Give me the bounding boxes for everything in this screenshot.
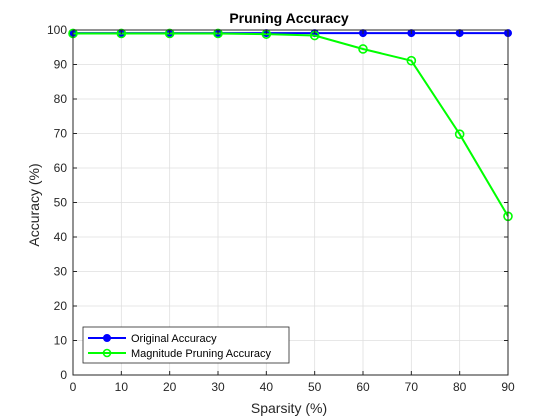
x-tick-label: 30 [211, 380, 225, 394]
plot-area: 0 10 20 30 40 50 60 70 80 90 0 10 20 30 40 50 60 70 80 90 10… [47, 23, 515, 394]
y-tick-label: 30 [54, 265, 68, 279]
legend: Original Accuracy Magnitude Pruning Accu… [82, 326, 290, 364]
legend-label-original-accuracy: Original Accuracy [131, 333, 217, 345]
y-axis-label: Accuracy (%) [26, 163, 42, 246]
x-tick-label: 40 [260, 380, 274, 394]
y-tick-label: 60 [54, 161, 68, 175]
y-tick-label: 10 [54, 334, 68, 348]
ticks: 0 10 20 30 40 50 60 70 80 90 0 10 20 30 40 50 60 70 80 90 10… [47, 23, 515, 394]
y-tick-label: 80 [54, 92, 68, 106]
data-point-magnitude-pruning-accuracy [406, 55, 417, 66]
x-axis-label: Sparsity (%) [251, 400, 327, 416]
y-tick-label: 40 [54, 230, 68, 244]
y-tick-label: 20 [54, 299, 68, 313]
data-point-magnitude-pruning-accuracy [454, 129, 465, 139]
data-point-magnitude-pruning-accuracy [213, 28, 223, 39]
x-tick-label: 80 [453, 380, 467, 394]
x-tick-label: 10 [115, 380, 129, 394]
grid [72, 29, 509, 376]
legend-marker-magnitude-pruning-accuracy [102, 348, 112, 358]
y-tick-label: 100 [47, 23, 67, 37]
x-tick-label: 20 [163, 380, 177, 394]
data-point-magnitude-pruning-accuracy [164, 28, 175, 39]
data-point-magnitude-pruning-accuracy [116, 28, 127, 39]
y-tick-label: 70 [54, 127, 68, 141]
y-tick-label: 0 [60, 368, 67, 382]
legend-label-magnitude-pruning-accuracy: Magnitude Pruning Accuracy [131, 348, 272, 360]
legend-marker-original-accuracy [103, 334, 111, 342]
x-tick-label: 50 [308, 380, 322, 394]
x-tick-label: 90 [501, 380, 515, 394]
x-tick-label: 70 [405, 380, 419, 394]
legend-box [82, 326, 290, 364]
y-tick-label: 50 [54, 196, 68, 210]
series-line-magnitude-pruning-accuracy [73, 32, 509, 217]
data-point-magnitude-pruning-accuracy [358, 44, 368, 54]
x-tick-label: 60 [356, 380, 370, 394]
chart-title: Pruning Accuracy [229, 10, 349, 26]
y-tick-label: 90 [54, 58, 68, 72]
x-tick-label: 0 [70, 380, 77, 394]
